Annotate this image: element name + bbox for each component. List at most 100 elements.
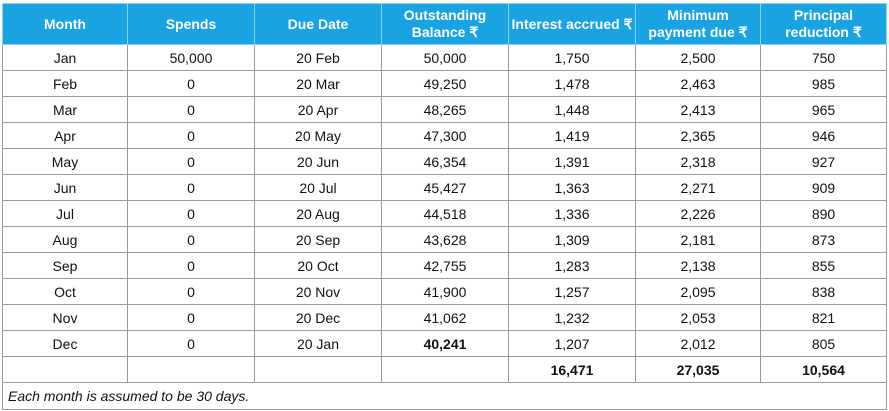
cell-month: Apr — [2, 122, 128, 149]
cell-due-date: 20 Feb — [254, 44, 382, 71]
footnote: Each month is assumed to be 30 days. — [2, 382, 887, 410]
table-body: Jan 50,000 20 Feb 50,000 1,750 2,500 750… — [2, 44, 887, 410]
cell-outstanding-balance: 48,265 — [381, 96, 509, 123]
cell-interest-accrued: 1,448 — [508, 96, 636, 123]
cell-principal-reduction: 985 — [760, 70, 887, 97]
total-outstanding-balance — [381, 356, 509, 383]
cell-principal-reduction: 805 — [760, 330, 887, 357]
header-spends: Spends — [127, 3, 255, 45]
cell-spends: 0 — [127, 252, 255, 279]
cell-minimum-payment-due: 2,053 — [635, 304, 761, 331]
cell-principal-reduction: 927 — [760, 148, 887, 175]
cell-spends: 50,000 — [127, 44, 255, 71]
cell-month: Mar — [2, 96, 128, 123]
cell-principal-reduction: 838 — [760, 278, 887, 305]
total-interest-accrued: 16,471 — [508, 356, 636, 383]
cell-month: Dec — [2, 330, 128, 357]
cell-principal-reduction: 909 — [760, 174, 887, 201]
cell-spends: 0 — [127, 304, 255, 331]
cell-minimum-payment-due: 2,271 — [635, 174, 761, 201]
payment-schedule: Month Spends Due Date Outstanding Balanc… — [2, 3, 887, 410]
table-row: Dec 0 20 Jan 40,241 1,207 2,012 805 — [2, 330, 887, 357]
cell-due-date: 20 May — [254, 122, 382, 149]
cell-interest-accrued: 1,419 — [508, 122, 636, 149]
cell-principal-reduction: 873 — [760, 226, 887, 253]
cell-outstanding-balance: 41,900 — [381, 278, 509, 305]
cell-due-date: 20 Mar — [254, 70, 382, 97]
table-row: Nov 0 20 Dec 41,062 1,232 2,053 821 — [2, 304, 887, 331]
table-row: Jun 0 20 Jul 45,427 1,363 2,271 909 — [2, 174, 887, 201]
header-minimum-payment-due: Minimum payment due ₹ — [635, 3, 761, 45]
table-row: Jul 0 20 Aug 44,518 1,336 2,226 890 — [2, 200, 887, 227]
cell-month: Oct — [2, 278, 128, 305]
cell-due-date: 20 Sep — [254, 226, 382, 253]
cell-spends: 0 — [127, 174, 255, 201]
cell-due-date: 20 Nov — [254, 278, 382, 305]
cell-month: Jun — [2, 174, 128, 201]
cell-minimum-payment-due: 2,463 — [635, 70, 761, 97]
cell-month: Aug — [2, 226, 128, 253]
cell-spends: 0 — [127, 148, 255, 175]
cell-outstanding-balance: 42,755 — [381, 252, 509, 279]
cell-outstanding-balance: 43,628 — [381, 226, 509, 253]
cell-principal-reduction: 965 — [760, 96, 887, 123]
table-row: Sep 0 20 Oct 42,755 1,283 2,138 855 — [2, 252, 887, 279]
cell-month: Jul — [2, 200, 128, 227]
header-interest-accrued: Interest accrued ₹ — [508, 3, 636, 45]
cell-month: Feb — [2, 70, 128, 97]
table-row: Feb 0 20 Mar 49,250 1,478 2,463 985 — [2, 70, 887, 97]
cell-spends: 0 — [127, 200, 255, 227]
cell-principal-reduction: 855 — [760, 252, 887, 279]
cell-minimum-payment-due: 2,318 — [635, 148, 761, 175]
table-row: Jan 50,000 20 Feb 50,000 1,750 2,500 750 — [2, 44, 887, 71]
cell-minimum-payment-due: 2,226 — [635, 200, 761, 227]
cell-interest-accrued: 1,257 — [508, 278, 636, 305]
cell-due-date: 20 Dec — [254, 304, 382, 331]
cell-due-date: 20 Aug — [254, 200, 382, 227]
cell-interest-accrued: 1,283 — [508, 252, 636, 279]
cell-outstanding-balance: 41,062 — [381, 304, 509, 331]
cell-outstanding-balance: 50,000 — [381, 44, 509, 71]
cell-interest-accrued: 1,391 — [508, 148, 636, 175]
header-principal-reduction: Principal reduction ₹ — [760, 3, 887, 45]
cell-outstanding-balance: 46,354 — [381, 148, 509, 175]
cell-due-date: 20 Jan — [254, 330, 382, 357]
cell-principal-reduction: 890 — [760, 200, 887, 227]
cell-interest-accrued: 1,207 — [508, 330, 636, 357]
cell-interest-accrued: 1,336 — [508, 200, 636, 227]
header-month: Month — [2, 3, 128, 45]
cell-outstanding-balance: 44,518 — [381, 200, 509, 227]
cell-spends: 0 — [127, 70, 255, 97]
payment-schedule-table: Month Spends Due Date Outstanding Balanc… — [2, 3, 887, 410]
cell-principal-reduction: 946 — [760, 122, 887, 149]
totals-row: 16,471 27,035 10,564 — [2, 356, 887, 383]
cell-outstanding-balance: 45,427 — [381, 174, 509, 201]
cell-principal-reduction: 821 — [760, 304, 887, 331]
table-row: Mar 0 20 Apr 48,265 1,448 2,413 965 — [2, 96, 887, 123]
cell-spends: 0 — [127, 330, 255, 357]
cell-interest-accrued: 1,750 — [508, 44, 636, 71]
cell-due-date: 20 Oct — [254, 252, 382, 279]
cell-outstanding-balance: 40,241 — [381, 330, 509, 357]
cell-month: Jan — [2, 44, 128, 71]
header-due-date: Due Date — [254, 3, 382, 45]
cell-interest-accrued: 1,232 — [508, 304, 636, 331]
note-row: Each month is assumed to be 30 days. — [2, 382, 887, 410]
total-spends — [127, 356, 255, 383]
header-row: Month Spends Due Date Outstanding Balanc… — [2, 3, 887, 45]
table-row: Oct 0 20 Nov 41,900 1,257 2,095 838 — [2, 278, 887, 305]
cell-minimum-payment-due: 2,012 — [635, 330, 761, 357]
cell-minimum-payment-due: 2,500 — [635, 44, 761, 71]
table-row: Aug 0 20 Sep 43,628 1,309 2,181 873 — [2, 226, 887, 253]
cell-minimum-payment-due: 2,095 — [635, 278, 761, 305]
cell-interest-accrued: 1,363 — [508, 174, 636, 201]
cell-spends: 0 — [127, 226, 255, 253]
cell-spends: 0 — [127, 96, 255, 123]
cell-due-date: 20 Apr — [254, 96, 382, 123]
cell-due-date: 20 Jul — [254, 174, 382, 201]
cell-outstanding-balance: 49,250 — [381, 70, 509, 97]
cell-principal-reduction: 750 — [760, 44, 887, 71]
cell-minimum-payment-due: 2,413 — [635, 96, 761, 123]
total-due-date — [254, 356, 382, 383]
cell-month: Nov — [2, 304, 128, 331]
